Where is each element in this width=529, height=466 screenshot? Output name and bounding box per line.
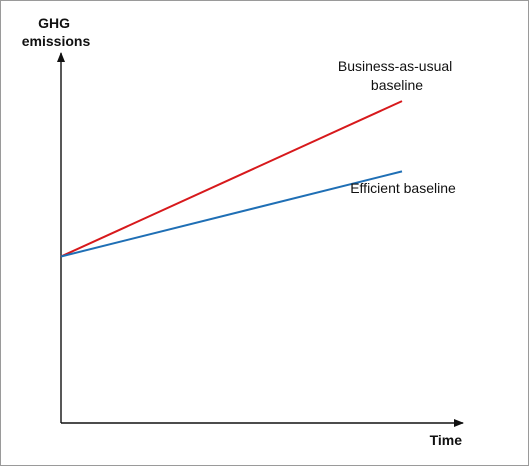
series-line-efficient (60, 170, 403, 258)
series-line-business-as-usual (60, 100, 403, 258)
y-axis-label-line-1: GHG (38, 15, 70, 31)
series-label-business-as-usual-line-2: baseline (371, 77, 423, 93)
x-axis-label: Time (430, 432, 463, 448)
series-label-efficient: Efficient baseline (350, 180, 456, 196)
series-label-business-as-usual-line-1: Business-as-usual (338, 58, 452, 74)
series-label-business-as-usual: Business-as-usual baseline (338, 58, 456, 93)
y-axis-label-line-2: emissions (22, 33, 91, 49)
y-axis-label: GHG emissions (22, 15, 91, 49)
